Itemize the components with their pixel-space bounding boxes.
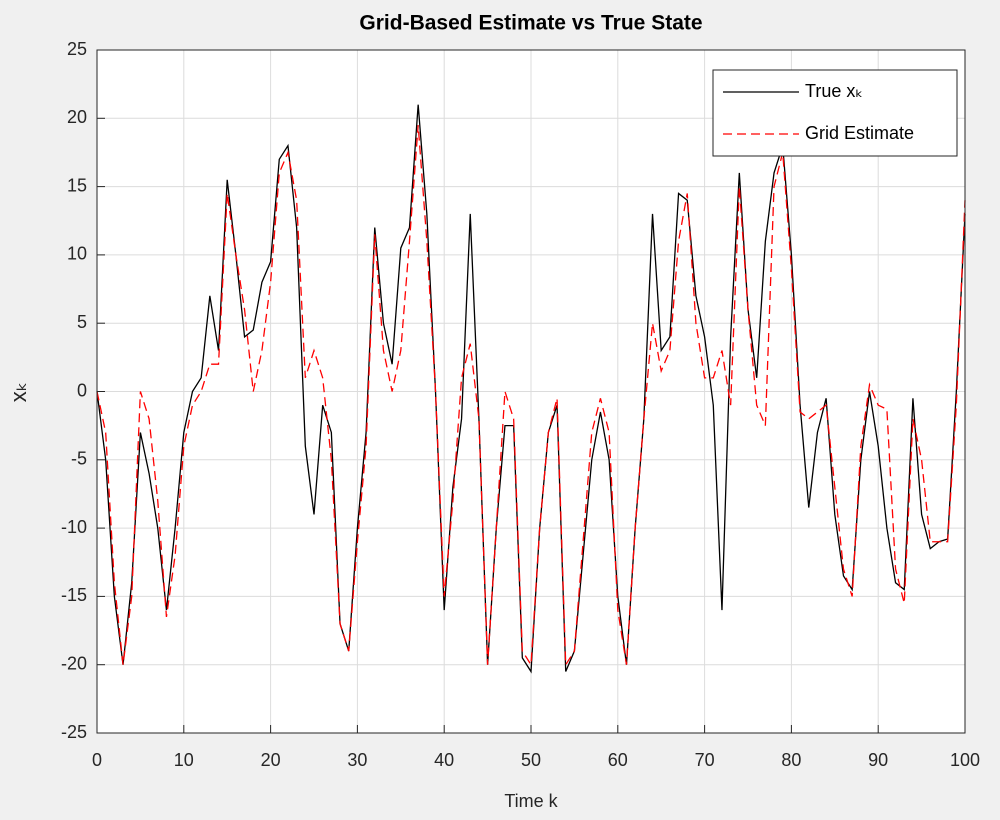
y-tick-label: -15 (61, 585, 87, 605)
x-tick-label: 10 (174, 750, 194, 770)
y-axis-label: xₖ (6, 382, 31, 402)
x-tick-label: 20 (261, 750, 281, 770)
chart-title: Grid-Based Estimate vs True State (359, 12, 702, 35)
lines (96, 104, 966, 674)
legend-label: Grid Estimate (805, 123, 914, 143)
x-axis-label: Time k (504, 791, 558, 811)
y-tick-label: 10 (67, 244, 87, 264)
x-tick-label: 30 (347, 750, 367, 770)
legend: True xₖ Grid Estimate (712, 69, 958, 157)
x-tick-label: 90 (868, 750, 888, 770)
data-line (96, 104, 966, 674)
y-tick-label: 20 (67, 107, 87, 127)
y-tick-label: 15 (67, 175, 87, 195)
x-tick-label: 40 (434, 750, 454, 770)
x-tick-label: 80 (781, 750, 801, 770)
x-tick-label: 100 (950, 750, 980, 770)
y-tick-label: 0 (77, 380, 87, 400)
y-tick-label: 5 (77, 312, 87, 332)
x-tick-label: 0 (92, 750, 102, 770)
x-tick-label: 50 (521, 750, 541, 770)
legend-label: True xₖ (805, 81, 863, 101)
y-tick-label: -5 (71, 449, 87, 469)
y-tick-label: -25 (61, 722, 87, 742)
y-tick-label: -10 (61, 517, 87, 537)
x-tick-label: 60 (608, 750, 628, 770)
data-line (96, 125, 966, 667)
x-tick-label: 70 (695, 750, 715, 770)
y-tick-label: 25 (67, 39, 87, 59)
ticks: 0 10 20 30 40 50 60 70 80 90 100 -25 -20 -15 -10 -5 0 5 10… (61, 39, 980, 770)
legend-box (712, 69, 958, 157)
y-tick-label: -20 (61, 653, 87, 673)
